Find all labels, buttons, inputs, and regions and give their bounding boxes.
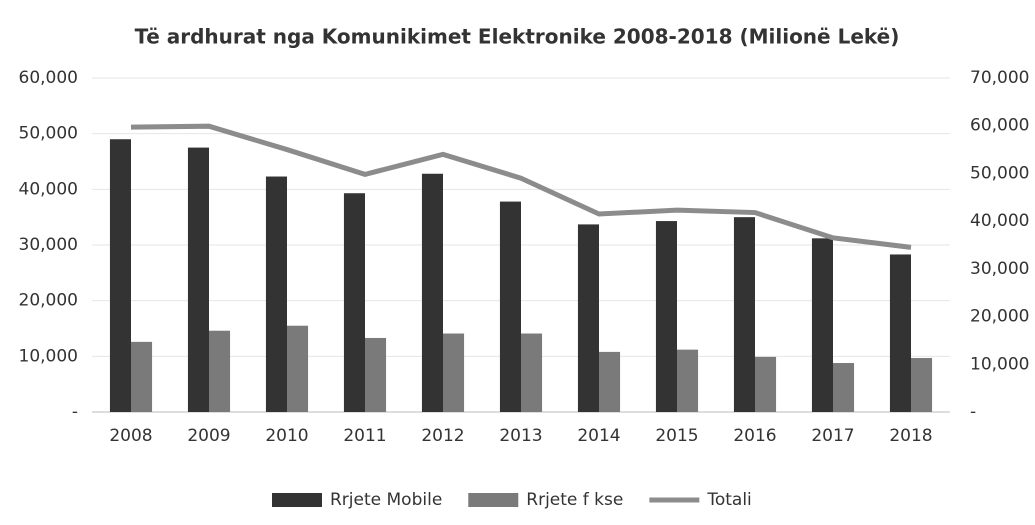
legend-label: Totali: [706, 490, 751, 510]
x-tick-label: 2018: [889, 426, 932, 446]
bar: [287, 325, 309, 412]
y-tick-label: 30,000: [19, 235, 78, 255]
line: [130, 123, 912, 250]
bar: [109, 139, 131, 412]
bar: [421, 173, 443, 412]
y2-tick-label: 30,000: [970, 259, 1029, 279]
x-tick-label: 2015: [655, 426, 698, 446]
bar: [811, 238, 833, 412]
bar: [599, 351, 621, 412]
bar: [343, 193, 365, 412]
x-tick-label: 2009: [187, 426, 230, 446]
bar: [755, 356, 777, 412]
x-tick-label: 2010: [265, 426, 308, 446]
legend-swatch: [468, 493, 519, 507]
bar: [265, 176, 287, 412]
bar: [677, 349, 699, 412]
y-tick-label: 20,000: [19, 291, 78, 311]
y2-tick-label: -: [970, 402, 976, 422]
x-tick-label: 2012: [421, 426, 464, 446]
x-tick-label: 2008: [109, 426, 152, 446]
bar: [655, 221, 677, 412]
y-tick-label: -: [72, 402, 78, 422]
chart-title: Të ardhurat nga Komunikimet Elektronike …: [135, 25, 900, 49]
bar: [577, 224, 599, 412]
legend-label: Rrjete f kse: [526, 490, 623, 510]
y2-tick-label: 10,000: [970, 354, 1029, 374]
y-tick-label: 40,000: [19, 179, 78, 199]
bar: [443, 333, 465, 412]
legend-swatch: [272, 493, 322, 507]
x-tick-label: 2011: [343, 426, 386, 446]
bar: [365, 337, 387, 412]
bar: [131, 341, 153, 412]
bar: [889, 254, 911, 412]
y-tick-label: 10,000: [19, 346, 78, 366]
legend-label: Rrjete Mobile: [330, 490, 442, 510]
x-tick-label: 2013: [499, 426, 542, 446]
bar: [499, 201, 521, 412]
y-tick-label: 50,000: [19, 124, 78, 144]
bar: [209, 330, 231, 412]
bar: [521, 333, 543, 412]
y2-tick-label: 70,000: [970, 68, 1029, 88]
bar: [187, 147, 209, 413]
bar: [833, 363, 855, 412]
y2-tick-label: 60,000: [970, 116, 1029, 136]
y2-tick-label: 40,000: [970, 211, 1029, 231]
bar: [733, 217, 755, 412]
bar: [911, 358, 933, 412]
x-tick-label: 2017: [811, 426, 854, 446]
x-tick-label: 2014: [577, 426, 620, 446]
x-tick-label: 2016: [733, 426, 776, 446]
y2-tick-label: 20,000: [970, 307, 1029, 327]
y-tick-label: 60,000: [19, 68, 78, 88]
y2-tick-label: 50,000: [970, 163, 1029, 183]
